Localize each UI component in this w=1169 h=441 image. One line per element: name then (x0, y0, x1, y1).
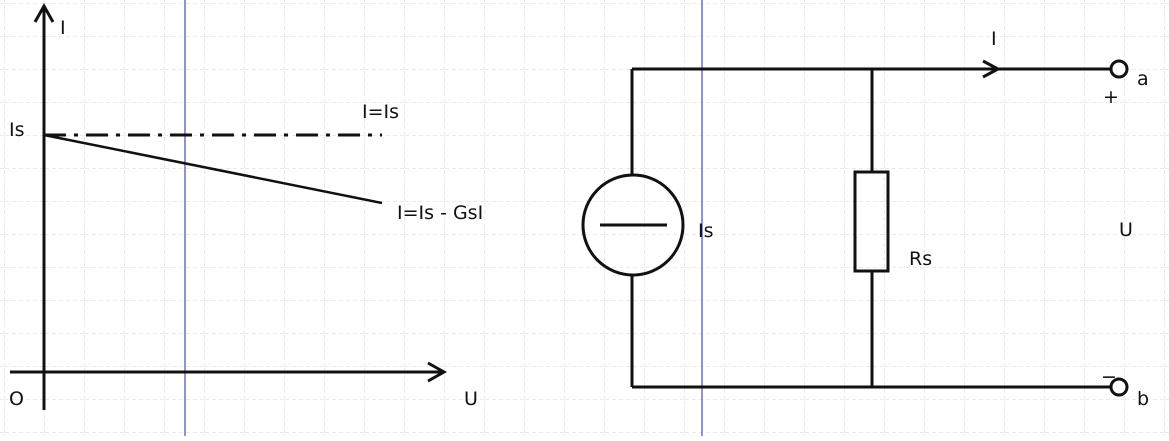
circuit (581, 59, 1129, 397)
current-label: I (991, 28, 997, 50)
y-axis-label: I (60, 17, 66, 39)
source-label: Is (698, 220, 714, 242)
is-intercept-label: Is (9, 119, 25, 141)
y-axis-arrowhead (33, 2, 55, 23)
voltage-label: U (1119, 219, 1133, 241)
origin-label: O (9, 388, 24, 410)
resistor-label: Rs (909, 248, 932, 270)
x-axis-arrowhead (427, 361, 448, 383)
real-line-label: I=Is - GsI (397, 202, 483, 224)
minus-sign: − (1101, 366, 1117, 388)
current-arrowhead (982, 59, 1002, 79)
current-source-symbol (581, 173, 685, 277)
iu-graph (10, 2, 448, 410)
plus-sign: + (1103, 86, 1119, 108)
terminal-b-label: b (1137, 388, 1149, 410)
ideal-line-label: I=Is (362, 101, 399, 123)
terminal-a-circle (1109, 59, 1129, 79)
terminal-a-label: a (1137, 68, 1149, 90)
x-axis-label: U (464, 388, 478, 410)
real-source-line (43, 133, 383, 205)
terminal-b-circle (1109, 377, 1129, 397)
